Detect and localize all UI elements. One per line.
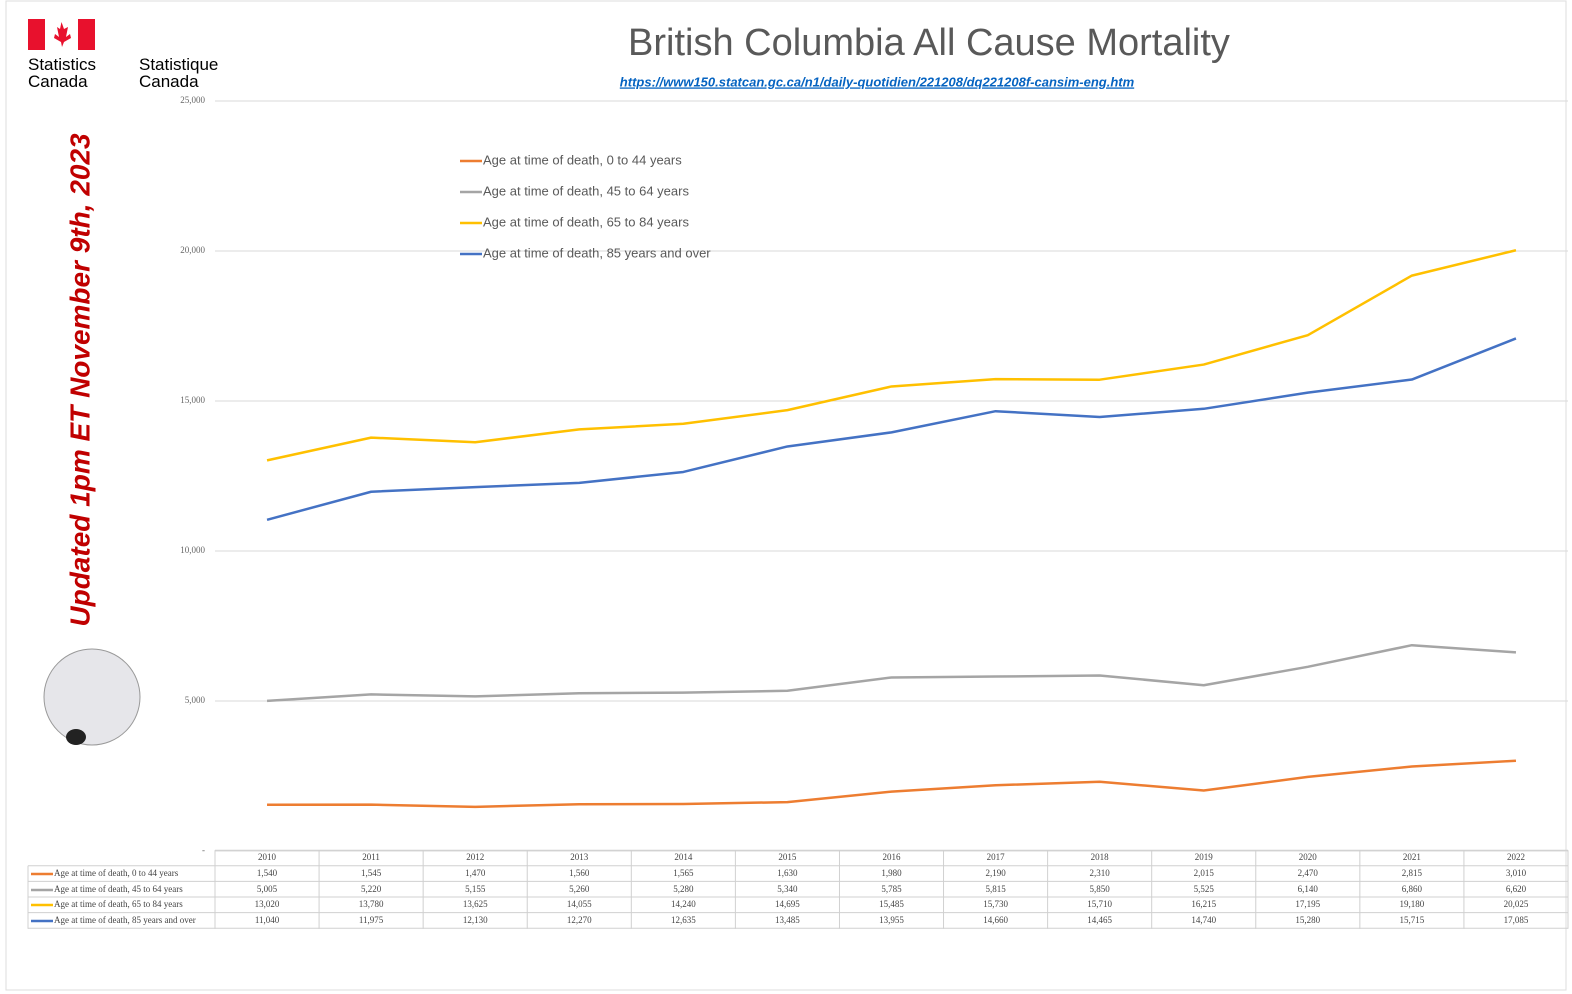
table-cell: 5,850 — [1090, 884, 1111, 894]
series-line — [267, 759, 1517, 809]
table-cell: 1,540 — [257, 868, 278, 878]
agency-fr-box: Statistique Canada — [139, 56, 219, 91]
table-header: 2016 — [883, 852, 902, 862]
table-cell: 1,630 — [777, 868, 798, 878]
y-tick-label: 10,000 — [180, 545, 205, 555]
table-header: 2012 — [466, 852, 484, 862]
table-cell: 13,020 — [255, 899, 280, 909]
y-tick-label: 25,000 — [180, 95, 205, 105]
update-note: Updated 1pm ET November 9th, 2023 — [64, 133, 95, 627]
table-cell: 5,280 — [673, 884, 694, 894]
table-cell: 6,620 — [1506, 884, 1527, 894]
table-cell: 13,625 — [463, 899, 488, 909]
table-cell: 3,010 — [1506, 868, 1527, 878]
table-row-label: Age at time of death, 65 to 84 years — [54, 899, 183, 909]
table-cell: 15,730 — [983, 899, 1008, 909]
y-tick-label: 5,000 — [185, 695, 206, 705]
table-row-label: Age at time of death, 0 to 44 years — [54, 868, 179, 878]
table-row-label: Age at time of death, 85 years and over — [54, 915, 196, 925]
table-cell: 5,005 — [257, 884, 278, 894]
agency-en: Statistics Canada — [28, 56, 97, 91]
table-header: 2020 — [1299, 852, 1318, 862]
table-header: 2014 — [674, 852, 693, 862]
table-cell: 12,270 — [567, 915, 592, 925]
table-cell: 13,485 — [775, 915, 800, 925]
table-cell: 5,785 — [881, 884, 902, 894]
table-header: 2010 — [258, 852, 277, 862]
table-header: 2011 — [362, 852, 380, 862]
table-cell: 14,740 — [1191, 915, 1216, 925]
table-cell: 5,815 — [985, 884, 1006, 894]
table-cell: 5,220 — [361, 884, 382, 894]
table-cell: 17,085 — [1504, 915, 1529, 925]
table-cell: 13,780 — [359, 899, 384, 909]
data-table: 2010 2011 2012 2013 2014 2015 2016 2017 2018 2019… — [27, 849, 1569, 929]
agency-fr: Statistique Canada — [139, 56, 219, 91]
legend-label: Age at time of death, 65 to 84 years — [483, 214, 689, 229]
series-line — [266, 643, 1517, 703]
series-line — [266, 249, 1517, 462]
table-cell: 2,310 — [1090, 868, 1111, 878]
table-header: 2017 — [987, 852, 1006, 862]
table-cell: 2,015 — [1194, 868, 1215, 878]
table-cell: 14,660 — [983, 915, 1008, 925]
table-cell: 13,955 — [879, 915, 904, 925]
table-cell: 19,180 — [1400, 899, 1425, 909]
table-cell: 1,560 — [569, 868, 590, 878]
chart-title: British Columbia All Cause Mortality — [628, 22, 1230, 64]
table-cell: 2,190 — [985, 868, 1006, 878]
legend-label: Age at time of death, 0 to 44 years — [483, 152, 682, 167]
table-cell: 11,975 — [359, 915, 384, 925]
table-cell: 15,710 — [1087, 899, 1112, 909]
table-header: 2015 — [778, 852, 797, 862]
table-cell: 14,055 — [567, 899, 592, 909]
table-cell: 1,980 — [881, 868, 902, 878]
table-header: 2022 — [1507, 852, 1525, 862]
table-cell: 1,545 — [361, 868, 382, 878]
table-cell: 15,715 — [1400, 915, 1425, 925]
table-cell: 5,260 — [569, 884, 590, 894]
flag — [28, 19, 95, 50]
table-row-label: Age at time of death, 45 to 64 years — [54, 884, 183, 894]
table-cell: 1,470 — [465, 868, 486, 878]
page-frame — [5, 0, 1567, 991]
table-cell: 2,815 — [1402, 868, 1423, 878]
wolf-logo — [43, 648, 141, 746]
table-cell: 15,485 — [879, 899, 904, 909]
y-tick-label: 15,000 — [180, 395, 205, 405]
table-cell: 12,130 — [463, 915, 488, 925]
table-cell: 14,240 — [671, 899, 696, 909]
table-cell: 1,565 — [673, 868, 694, 878]
y-tick-label: - — [202, 845, 205, 855]
table-cell: 12,635 — [671, 915, 696, 925]
agency-en-box: Statistics Canada — [28, 56, 97, 91]
table-cell: 15,280 — [1295, 915, 1320, 925]
source-link[interactable]: https://www150.statcan.gc.ca/n1/daily-qu… — [620, 74, 1135, 89]
table-cell: 16,215 — [1191, 899, 1216, 909]
table-header: 2021 — [1403, 852, 1421, 862]
table-cell: 14,465 — [1087, 915, 1112, 925]
legend-label: Age at time of death, 85 years and over — [483, 245, 711, 260]
table-cell: 5,340 — [777, 884, 798, 894]
table-cell: 6,140 — [1298, 884, 1319, 894]
table-cell: 14,695 — [775, 899, 800, 909]
legend-label: Age at time of death, 45 to 64 years — [483, 183, 689, 198]
table-header: 2013 — [570, 852, 589, 862]
series-line — [266, 337, 1517, 522]
table-cell: 6,860 — [1402, 884, 1423, 894]
table-header: 2019 — [1195, 852, 1214, 862]
table-cell: 5,525 — [1194, 884, 1215, 894]
y-tick-label: 20,000 — [180, 245, 205, 255]
table-cell: 5,155 — [465, 884, 486, 894]
table-cell: 17,195 — [1295, 899, 1320, 909]
table-cell: 2,470 — [1298, 868, 1319, 878]
table-cell: 20,025 — [1504, 899, 1529, 909]
table-header: 2018 — [1091, 852, 1110, 862]
table-cell: 11,040 — [255, 915, 280, 925]
